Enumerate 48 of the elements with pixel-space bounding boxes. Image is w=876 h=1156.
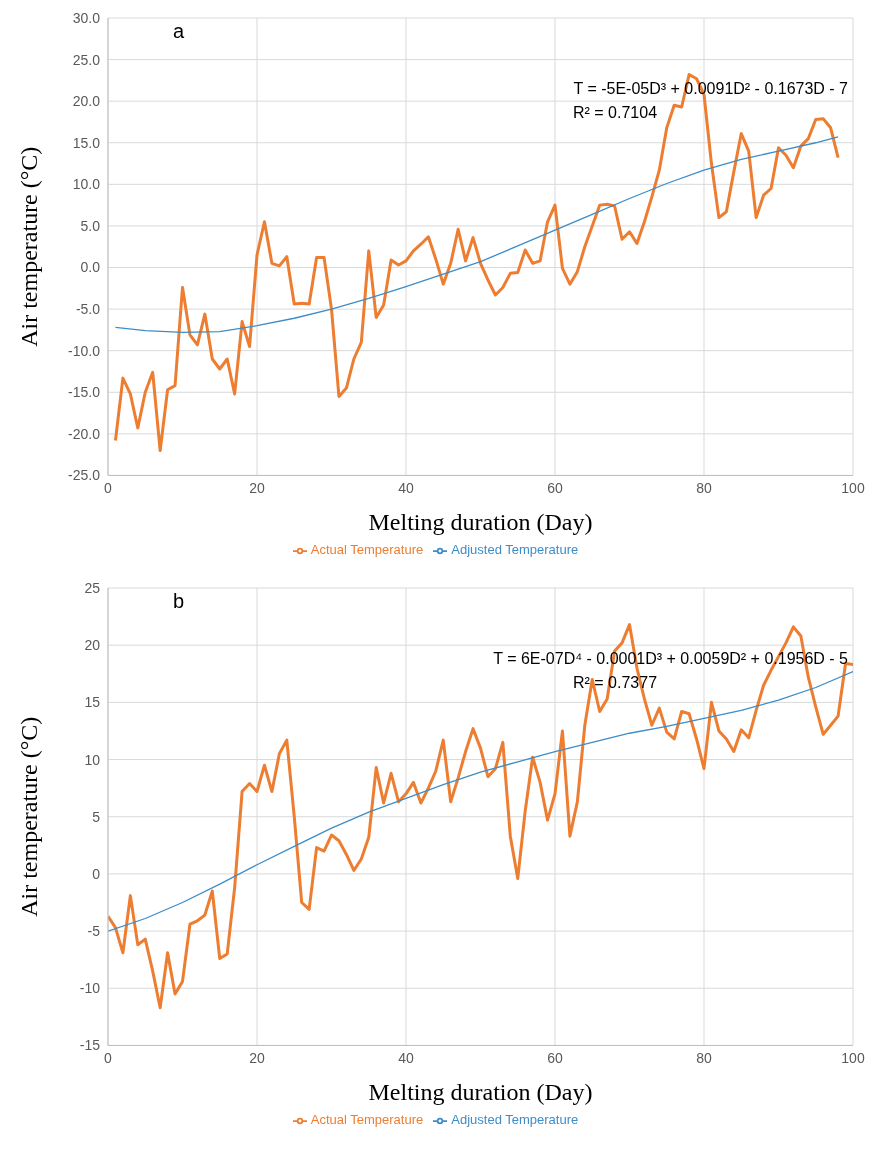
y-tick-label: 15.0 <box>72 134 101 151</box>
y-tick-label: 10 <box>84 751 101 768</box>
line-series <box>113 73 840 452</box>
line-series <box>114 136 839 334</box>
annotation: b <box>173 590 185 613</box>
y-tick-label: -5.0 <box>75 301 101 318</box>
x-tick-label: 20 <box>249 480 265 497</box>
x-tick-label: 0 <box>104 1050 113 1067</box>
legend-label: Actual Temperature <box>310 542 424 558</box>
legend-label: Adjusted Temperature <box>451 1112 579 1128</box>
y-tick-label: -15.0 <box>68 384 101 401</box>
y-tick-label: 20 <box>84 637 101 654</box>
x-tick-label: 40 <box>398 1050 414 1067</box>
line-series <box>108 670 853 932</box>
x-axis-title: Melting duration (Day) <box>368 1079 593 1106</box>
annotation: a <box>173 20 185 43</box>
y-tick-label: 0 <box>92 865 101 882</box>
y-tick-label: 20.0 <box>72 93 101 110</box>
x-tick-label: 20 <box>249 1050 265 1067</box>
legend-label: Adjusted Temperature <box>451 542 579 558</box>
y-tick-label: -10 <box>79 980 101 997</box>
x-tick-label: 80 <box>696 480 712 497</box>
y-tick-label: -10.0 <box>68 342 101 359</box>
legend-label: Actual Temperature <box>310 1112 424 1128</box>
y-tick-label: 15 <box>84 694 101 711</box>
y-tick-label: -15 <box>79 1037 101 1054</box>
x-tick-label: 100 <box>841 480 865 497</box>
x-axis-title: Melting duration (Day) <box>368 509 593 536</box>
x-tick-label: 60 <box>547 480 563 497</box>
y-axis-title: Air temperature (°C) <box>15 146 42 347</box>
annotation: R² = 0.7104 <box>573 104 658 122</box>
y-tick-label: 0.0 <box>80 259 101 276</box>
y-tick-label: 25 <box>84 579 101 596</box>
y-axis-title: Air temperature (°C) <box>15 716 42 917</box>
y-tick-label: -20.0 <box>68 425 101 442</box>
y-tick-label: -5 <box>87 923 101 940</box>
x-tick-label: 80 <box>696 1050 712 1067</box>
y-tick-label: -25.0 <box>68 467 101 484</box>
line-series <box>108 623 853 1010</box>
y-tick-label: 5 <box>92 808 101 825</box>
x-tick-label: 100 <box>841 1050 865 1067</box>
x-tick-label: 40 <box>398 480 414 497</box>
y-tick-label: 5.0 <box>80 217 101 234</box>
x-tick-label: 60 <box>547 1050 563 1067</box>
y-tick-label: 10.0 <box>72 176 101 193</box>
y-tick-label: 25.0 <box>72 51 101 68</box>
y-tick-label: 30.0 <box>72 9 101 26</box>
x-tick-label: 0 <box>104 480 113 497</box>
